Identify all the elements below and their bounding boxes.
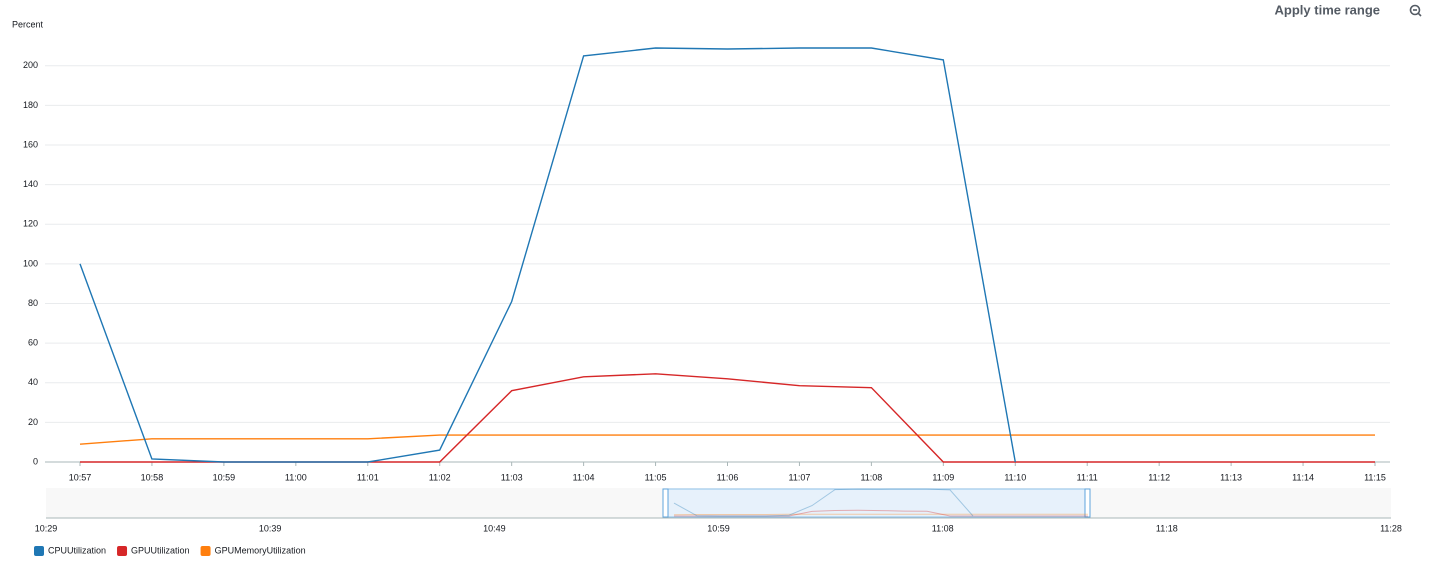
navigator-line [673,488,974,517]
legend-swatch [117,546,128,556]
navigator-label: 10:39 [259,523,282,533]
y-tick-label: 0 [33,456,38,466]
y-tick-label: 20 [28,417,38,427]
apply-time-range[interactable]: Apply time range [1275,2,1380,17]
y-tick-label: 60 [28,338,38,348]
x-tick-label: 10:59 [213,472,236,482]
x-tick-label: 11:12 [1148,472,1170,482]
navigator-line [674,509,1088,517]
x-tick-label: 11:10 [1004,472,1026,482]
x-tick-label: 11:15 [1364,472,1386,482]
y-tick-label: 40 [28,377,38,387]
x-tick-label: 11:11 [1077,472,1098,482]
legend-label: GPUMemoryUtilization [215,545,306,555]
x-tick-label: 11:13 [1220,472,1242,482]
x-tick-label: 11:07 [789,472,811,482]
y-tick-label: 140 [23,179,38,189]
legend-swatch [34,546,44,556]
navigator-label: 11:28 [1380,523,1402,533]
navigator-label: 11:08 [932,523,954,533]
y-tick-label: 200 [23,60,38,70]
y-tick-label: 160 [23,139,38,149]
y-tick-label: 180 [23,100,38,110]
y-tick-label: 100 [23,258,38,268]
navigator-label: 10:29 [35,523,58,533]
zoom-out-icon[interactable] [1409,4,1422,17]
x-tick-label: 11:01 [357,472,379,482]
y-tick-label: 120 [23,219,38,229]
x-tick-label: 11:08 [860,472,882,482]
navigator-handle[interactable] [1084,488,1091,518]
navigator-line [673,513,1088,516]
legend-swatch [200,546,211,556]
series-line [79,47,1016,463]
x-tick-label: 11:06 [717,472,739,482]
y-tick-label: 80 [28,298,38,308]
x-tick-label: 11:04 [573,472,595,482]
navigator-label: 10:49 [483,523,506,533]
navigator-label: 10:59 [707,523,730,533]
series-line [79,434,1375,445]
x-tick-label: 11:09 [932,472,954,482]
x-tick-label: 10:57 [69,472,92,482]
x-tick-label: 11:02 [429,472,451,482]
navigator-label: 11:18 [1156,523,1178,533]
x-tick-label: 11:14 [1292,472,1314,482]
x-tick-label: 11:00 [285,472,307,482]
legend-label: GPUUtilization [131,545,190,555]
navigator-handle[interactable] [662,488,669,518]
x-tick-label: 11:05 [645,472,667,482]
x-tick-label: 11:03 [501,472,523,482]
x-tick-label: 10:58 [141,472,164,482]
series-line [80,373,1375,463]
y-axis-label: Percent [12,19,44,29]
navigator-selection[interactable] [665,488,1088,518]
legend-label: CPUUtilization [48,545,106,555]
